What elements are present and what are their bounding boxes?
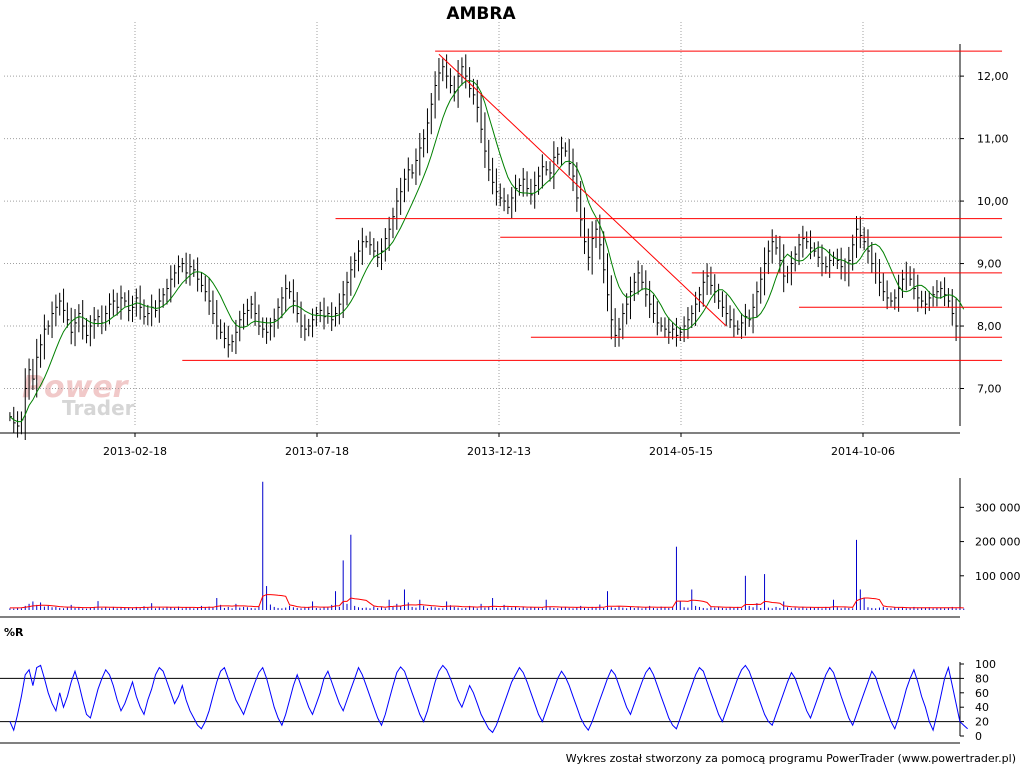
price-y-tick-label: 7,00: [977, 383, 1002, 396]
price-y-tick-label: 10,00: [977, 195, 1009, 208]
price-x-tick-label: 2014-10-06: [831, 445, 895, 458]
trendline: [438, 53, 727, 327]
volume-y-tick-label: 300 000: [975, 501, 1021, 514]
price-y-tick-label: 8,00: [977, 320, 1002, 333]
williams-r-line: [9, 664, 968, 734]
price-y-tick-label: 12,00: [977, 70, 1009, 83]
williams-r-label: %R: [4, 626, 24, 639]
williams-r-y-tick-label: 40: [975, 701, 989, 714]
williams-r-y-tick-label: 0: [975, 730, 982, 743]
watermark-trader: Trader: [62, 396, 135, 420]
chart-title: AMBRA: [446, 4, 516, 24]
footer-credit: Wykres został stworzony za pomocą progra…: [566, 752, 1016, 765]
williams-r-y-tick-label: 20: [975, 716, 989, 729]
volume-y-tick-label: 200 000: [975, 536, 1021, 549]
price-x-tick-label: 2013-02-18: [103, 445, 167, 458]
price-x-tick-label: 2013-12-13: [467, 445, 531, 458]
price-x-tick-label: 2013-07-18: [285, 445, 349, 458]
volume-panel: 100 000 200 000 300 000: [0, 478, 1021, 618]
price-y-tick-label: 9,00: [977, 258, 1002, 271]
price-x-tick-label: 2014-05-15: [649, 445, 713, 458]
williams-r-y-tick-label: 60: [975, 687, 989, 700]
williams-r-y-tick-label: 80: [975, 672, 989, 685]
volume-y-tick-label: 100 000: [975, 570, 1021, 583]
volume-average-line: [9, 594, 964, 609]
price-moving-average-line: [9, 79, 965, 423]
price-panel: 7,00 8,00 9,00 10,00 11,00 12,00 2013-02-18 201…: [0, 22, 1009, 458]
williams-r-y-tick-label: 100: [975, 658, 996, 671]
powertrader-watermark: Power Trader: [22, 370, 135, 420]
price-y-tick-label: 11,00: [977, 133, 1009, 146]
